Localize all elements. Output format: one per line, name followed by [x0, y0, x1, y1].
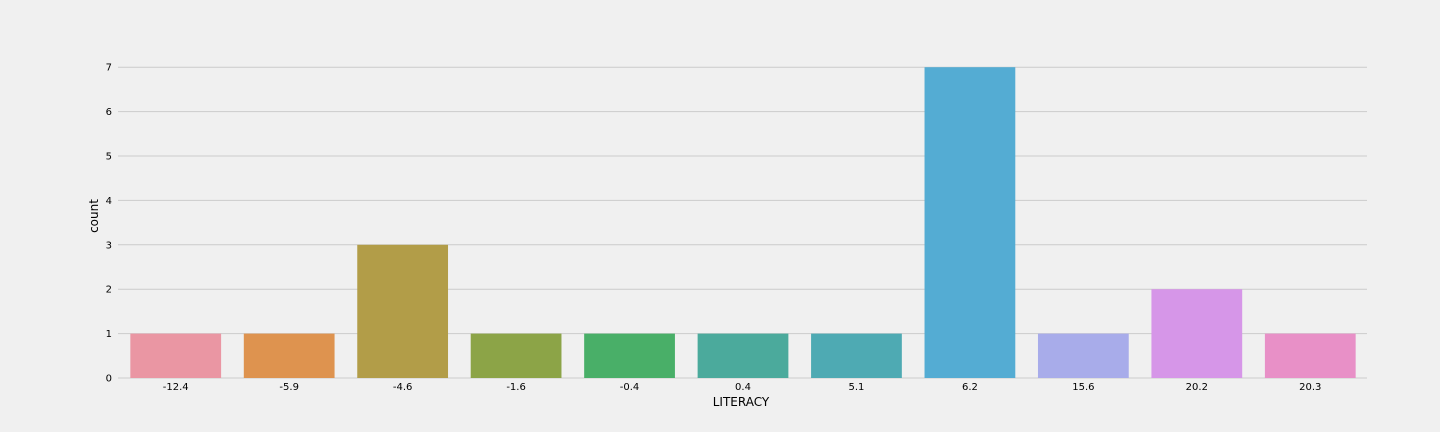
bar-20.3	[1264, 333, 1356, 378]
bars	[130, 67, 1356, 378]
bar-15.6	[1037, 333, 1129, 378]
y-tick-label: 3	[106, 240, 112, 251]
bar--5.9	[243, 333, 335, 378]
y-tick-label: 7	[106, 63, 112, 74]
x-tick-label: 20.3	[1299, 382, 1321, 393]
x-tick-label: 15.6	[1072, 382, 1094, 393]
x-tick-label: 5.1	[849, 382, 865, 393]
bar-6.2	[924, 67, 1016, 378]
y-tick-label: 2	[106, 285, 112, 296]
y-tick-label: 0	[106, 374, 112, 385]
x-tick-labels: -12.4 -5.9 -4.6 -1.6 -0.4 0.4 5.1 6.2 15.6 20.2 20…	[163, 382, 1322, 393]
bar-0.4	[697, 333, 789, 378]
y-tick-label: 1	[106, 329, 112, 340]
x-tick-label: -12.4	[163, 382, 189, 393]
y-tick-label: 4	[106, 196, 112, 207]
x-tick-label: 0.4	[735, 382, 751, 393]
x-tick-label: 6.2	[962, 382, 978, 393]
bar--4.6	[357, 244, 449, 378]
x-tick-label: 20.2	[1186, 382, 1208, 393]
x-tick-label: -1.6	[506, 382, 526, 393]
bar--1.6	[470, 333, 562, 378]
bar--0.4	[584, 333, 675, 378]
x-tick-label: -0.4	[620, 382, 640, 393]
y-axis-label: count	[87, 199, 101, 233]
bar-20.2	[1151, 289, 1243, 378]
y-tick-label: 6	[106, 107, 112, 118]
bar-5.1	[811, 333, 902, 378]
y-tick-label: 5	[106, 152, 112, 163]
bar--12.4	[130, 333, 222, 378]
x-tick-label: -5.9	[279, 382, 299, 393]
y-tick-labels: 0 1 2 3 4 5 6 7	[106, 63, 112, 385]
x-tick-label: -4.6	[393, 382, 413, 393]
x-axis-label: LITERACY	[713, 395, 770, 409]
